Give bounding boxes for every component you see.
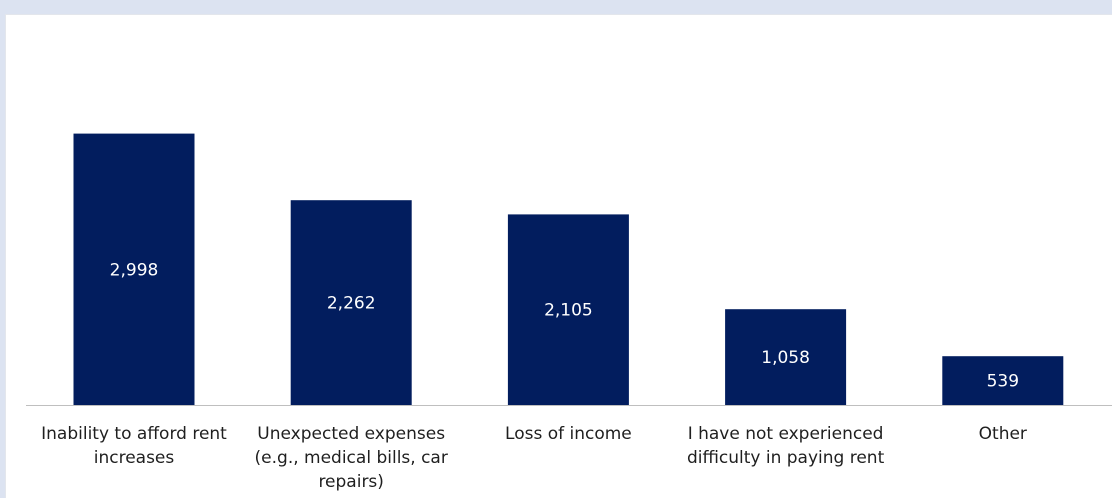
category-label-3: Loss of income — [505, 424, 632, 444]
category-label-2: Unexpected expenses (e.g., medical bills,… — [255, 424, 448, 492]
bar-3 — [507, 214, 629, 405]
category-label-line: repairs) — [318, 472, 384, 492]
category-label-line: Loss of income — [505, 424, 632, 444]
bar-5 — [942, 356, 1064, 405]
bar-value-label-3: 2,105 — [544, 301, 593, 321]
category-label-line: I have not experienced — [688, 424, 884, 444]
category-labels-group: Inability to afford rent increases Unexpec… — [41, 424, 1027, 492]
bars-group: 2,998 2,262 2,105 1,058 539 — [73, 133, 1064, 405]
bar-value-label-4: 1,058 — [761, 348, 810, 368]
category-label-5: Other — [979, 424, 1027, 444]
category-label-line: difficulty in paying rent — [687, 448, 885, 468]
bar-value-label-5: 539 — [987, 372, 1019, 392]
category-label-line: Inability to afford rent — [41, 424, 227, 444]
category-label-line: (e.g., medical bills, car — [255, 448, 448, 468]
category-label-4: I have not experienced difficulty in payi… — [687, 424, 885, 468]
category-label-line: Unexpected expenses — [257, 424, 445, 444]
category-label-line: increases — [94, 448, 175, 468]
bar-value-label-1: 2,998 — [110, 260, 159, 280]
category-label-1: Inability to afford rent increases — [41, 424, 227, 468]
bar-4 — [725, 309, 847, 405]
bar-value-label-2: 2,262 — [327, 294, 376, 314]
bar-1 — [73, 133, 195, 405]
category-label-line: Other — [979, 424, 1027, 444]
bar-2 — [290, 200, 412, 405]
